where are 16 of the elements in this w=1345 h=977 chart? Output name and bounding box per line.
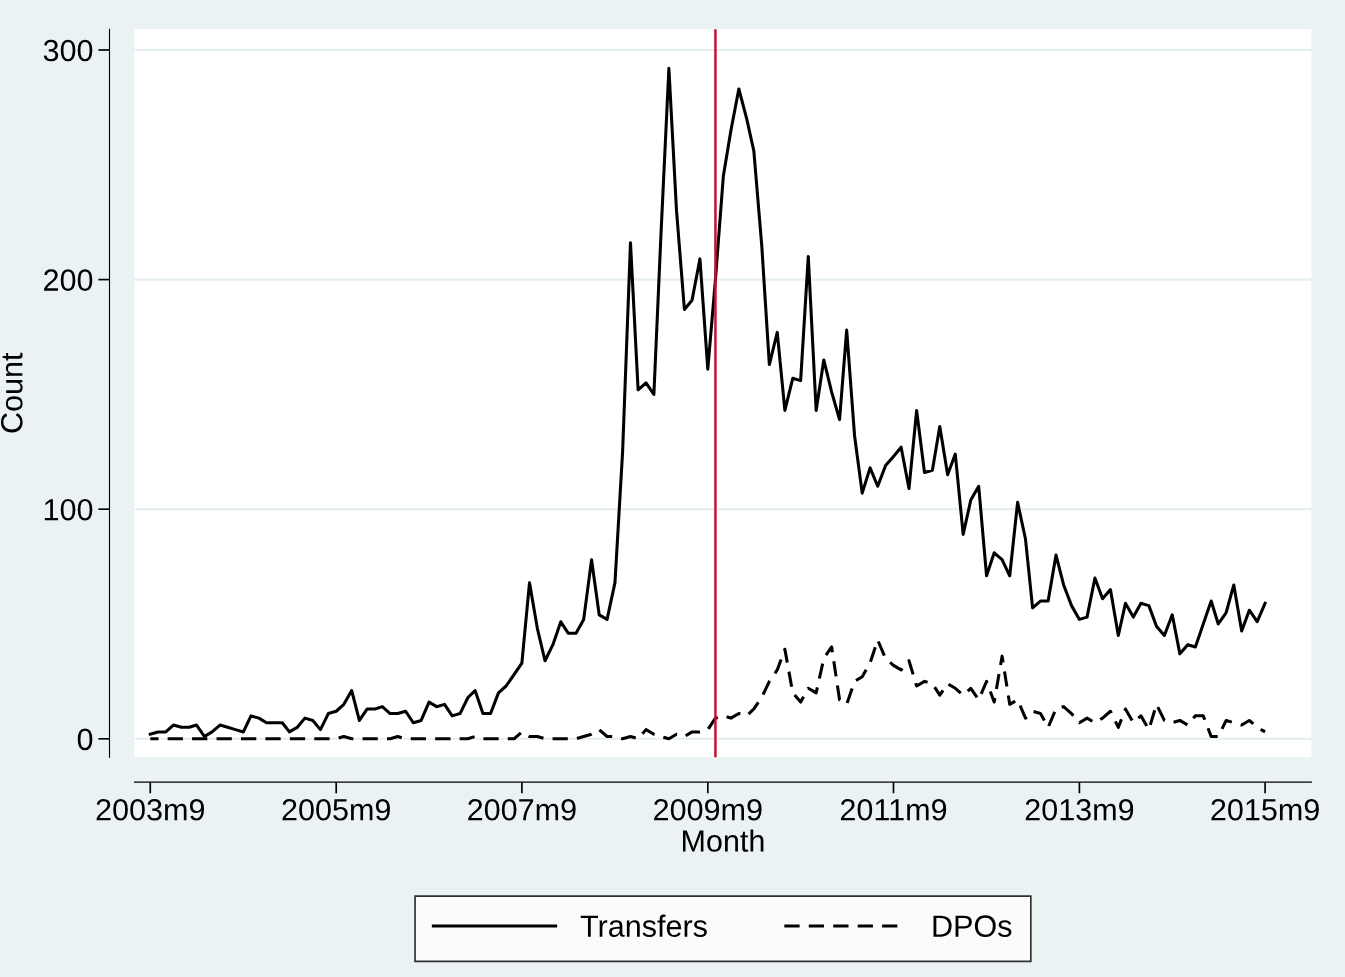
line-series bbox=[148, 66, 1267, 739]
y-axis-title: Count bbox=[0, 352, 23, 433]
x-tick-label: 2003m9 bbox=[96, 798, 205, 821]
y-tick-label: 100 bbox=[44, 498, 93, 521]
y-tick-label: 0 bbox=[77, 728, 93, 751]
y-tick-label: 200 bbox=[44, 269, 93, 291]
x-tick-label: 2011m9 bbox=[840, 798, 947, 821]
x-tick-label: 2005m9 bbox=[282, 798, 390, 821]
x-tick-label: 2009m9 bbox=[654, 798, 762, 821]
legend-label: Transfers bbox=[580, 914, 707, 937]
x-tick-label: 2007m9 bbox=[468, 798, 576, 821]
x-tick-label: 2015m9 bbox=[1211, 798, 1319, 821]
y-tick-label: 300 bbox=[43, 39, 93, 62]
x-axis-title: Month bbox=[682, 829, 764, 852]
x-tick-label: 2013m9 bbox=[1025, 798, 1134, 821]
legend-label: DPOs bbox=[933, 915, 1012, 937]
